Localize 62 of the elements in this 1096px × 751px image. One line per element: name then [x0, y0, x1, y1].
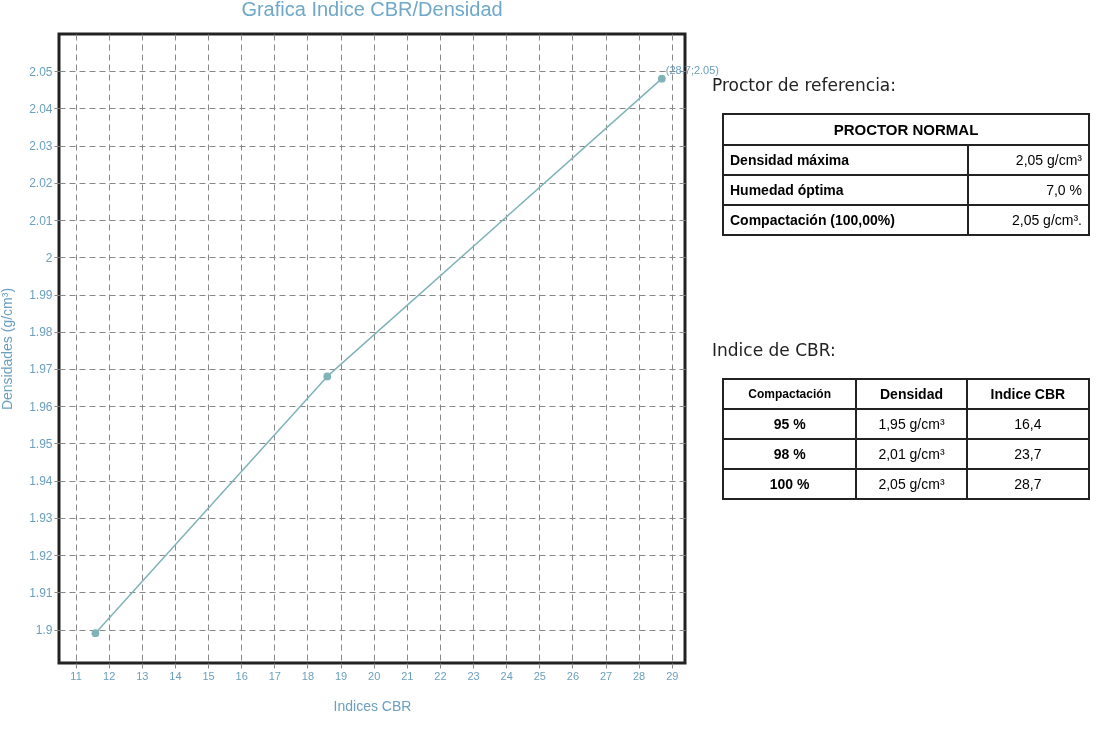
- x-tick-label: 13: [136, 669, 149, 682]
- x-tick-label: 18: [301, 669, 315, 682]
- point: [657, 74, 666, 83]
- x-tick-label: 23: [467, 669, 480, 682]
- y-tick-label: 2.02: [29, 176, 53, 191]
- y-tick-label: 1.98: [29, 325, 53, 340]
- x-tick-label: 26: [566, 669, 580, 682]
- text: 95 %: [723, 409, 857, 439]
- text: 2,05 g/cm³.: [968, 205, 1089, 235]
- x-tick-label: 16: [235, 669, 248, 682]
- y-tick-label: 1.95: [29, 436, 53, 451]
- x-tick-label: 19: [334, 669, 348, 682]
- y-tick-label: 1.97: [29, 362, 53, 377]
- y-tick-label: 1.92: [29, 548, 53, 563]
- x-tick-label: 21: [401, 669, 414, 682]
- x-tick-label: 20: [368, 669, 381, 682]
- y-tick-label: 1.96: [29, 399, 53, 414]
- x-tick-label: 28: [633, 669, 646, 682]
- text: 100 %: [723, 469, 857, 499]
- text: Indice de CBR:: [712, 340, 837, 360]
- y-tick-label: 2.03: [29, 139, 53, 154]
- y-tick-label: 1.99: [29, 288, 53, 303]
- text: 23,7: [966, 439, 1089, 469]
- text: 16,4: [966, 409, 1089, 439]
- text: 1,95 g/cm³: [856, 409, 967, 439]
- y-tick-label: 1.9: [35, 623, 53, 637]
- text: PROCTOR NORMAL: [723, 114, 1089, 145]
- text: Compactación: [723, 379, 857, 409]
- text: 28,7: [966, 469, 1089, 499]
- y-tick-label: 2.01: [29, 213, 53, 228]
- y-tick-label: 2.05: [29, 64, 53, 79]
- text: Indice CBR: [966, 379, 1089, 409]
- x-axis-title: Indices CBR: [333, 697, 412, 714]
- text: 2,01 g/cm³: [856, 439, 967, 469]
- x-tick-label: 25: [533, 669, 546, 682]
- point: [323, 372, 332, 381]
- y-axis-title: Densidades (g/cm³): [0, 287, 16, 411]
- x-tick-label: 22: [434, 669, 447, 682]
- y-tick-label: 1.91: [29, 585, 53, 600]
- text: 98 %: [723, 439, 857, 469]
- text: Densidad: [856, 379, 967, 409]
- y-tick-label: 1.93: [29, 511, 53, 526]
- point: [91, 629, 100, 638]
- x-tick-label: 14: [169, 669, 182, 682]
- text: Densidad máxima: [723, 145, 969, 175]
- x-tick-label: 15: [202, 669, 215, 682]
- text: 7,0 %: [968, 175, 1089, 205]
- text: Compactación (100,00%): [723, 205, 969, 235]
- x-tick-label: 29: [666, 669, 679, 682]
- x-tick-label: 24: [500, 669, 513, 682]
- y-tick-label: 1.94: [29, 474, 53, 489]
- y-tick-label: 2: [45, 250, 53, 265]
- x-tick-label: 17: [268, 669, 281, 682]
- text: Proctor de referencia:: [712, 75, 897, 95]
- chart-title: Grafica Indice CBR/Densidad: [241, 0, 503, 20]
- text: Humedad óptima: [723, 175, 969, 205]
- text: 2,05 g/cm³: [968, 145, 1089, 175]
- x-tick-label: 11: [70, 669, 82, 682]
- x-tick-label: 27: [599, 669, 613, 682]
- text: 2,05 g/cm³: [856, 469, 967, 499]
- y-tick-label: 2.04: [29, 101, 53, 116]
- x-tick-label: 12: [103, 669, 116, 682]
